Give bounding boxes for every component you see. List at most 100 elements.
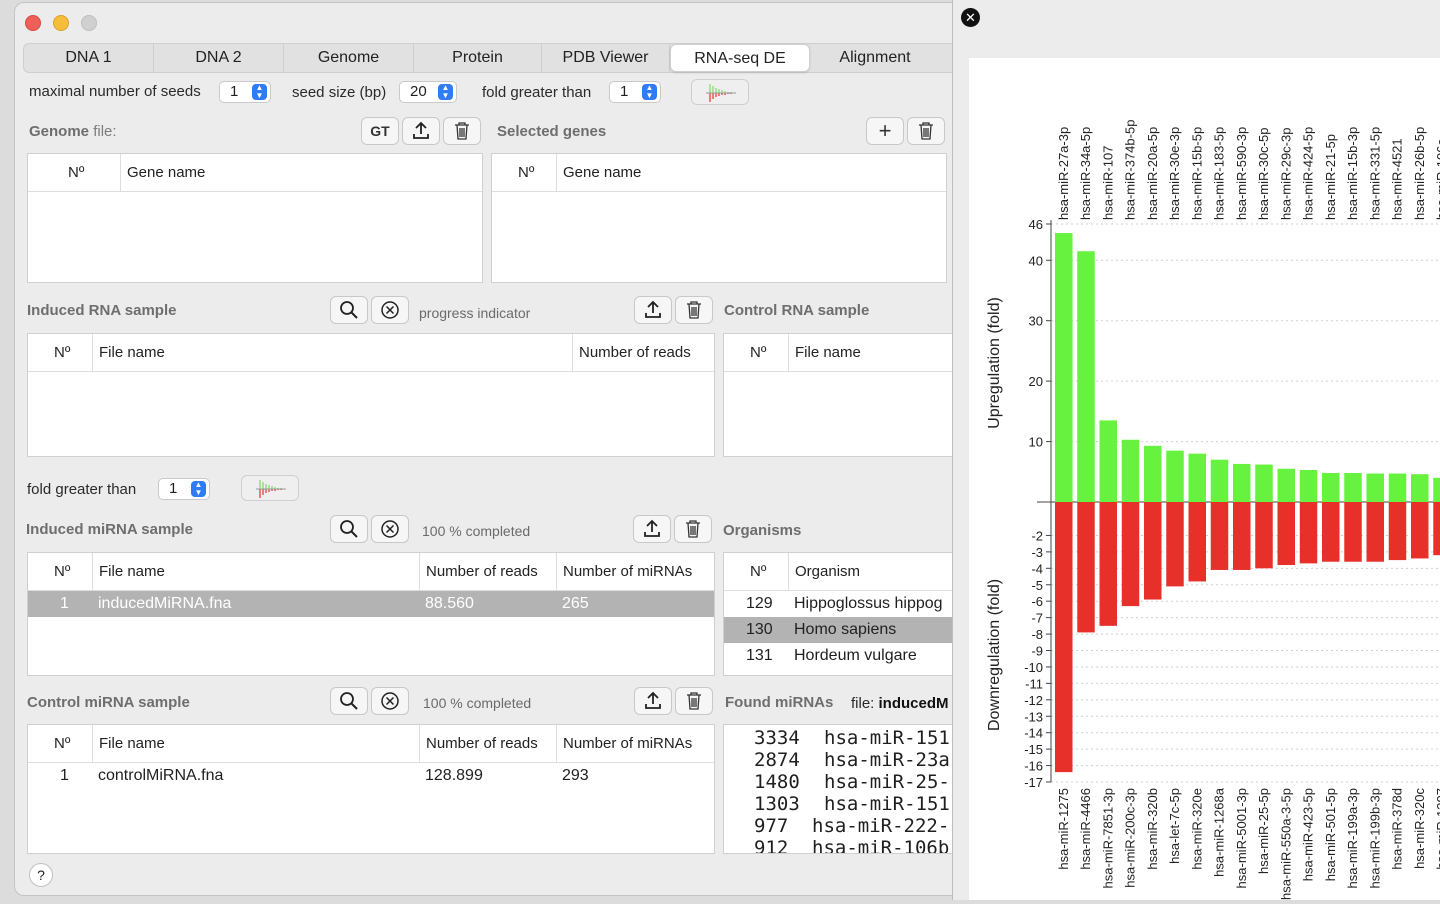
mirna-count: 3334 xyxy=(754,727,800,749)
y-tick-label: -16 xyxy=(1024,759,1043,774)
tab-protein[interactable]: Protein xyxy=(414,44,542,72)
induced-rna-upload-button[interactable] xyxy=(634,296,672,324)
induced-mirna-upload-button[interactable] xyxy=(633,515,671,543)
induced-mirna-col-reads[interactable]: Number of reads xyxy=(419,553,538,591)
induced-rna-cancel-button[interactable] xyxy=(371,296,409,324)
table-row[interactable]: 1 inducedMiRNA.fna 88.560 265 xyxy=(28,591,714,617)
stepper-arrows-icon[interactable]: ▲ ▼ xyxy=(642,84,657,100)
genome-delete-button[interactable] xyxy=(443,117,481,145)
genome-col-num[interactable]: Nº xyxy=(68,164,85,181)
x-tick-label: hsa-miR-21-5p xyxy=(1323,134,1338,220)
stepper-arrows-icon[interactable]: ▲ ▼ xyxy=(438,84,453,100)
gt-button[interactable]: GT xyxy=(361,117,399,145)
tab-dna1[interactable]: DNA 1 xyxy=(24,44,154,72)
induced-mirna-col-num[interactable]: Nº xyxy=(54,563,71,580)
close-panel-button[interactable]: ✕ xyxy=(961,8,980,27)
x-tick-label: hsa-miR-199a-3p xyxy=(1345,788,1360,888)
y-tick-label: 30 xyxy=(1029,314,1043,329)
organisms-table: Nº Organism 129 Hippoglossus hippog 130 … xyxy=(723,552,973,676)
table-row[interactable]: 130 Homo sapiens xyxy=(724,617,972,643)
x-tick-label: hsa-miR-30e-3p xyxy=(1167,127,1182,220)
search-icon xyxy=(340,692,358,710)
x-tick-label: hsa-miR-1307 xyxy=(1434,788,1440,870)
genome-col-gene[interactable]: Gene name xyxy=(120,154,205,192)
y-tick-label: -15 xyxy=(1024,742,1043,757)
stepper-arrows-icon[interactable]: ▲ ▼ xyxy=(191,481,206,497)
fold-label: fold greater than xyxy=(482,84,592,101)
induced-mirna-col-file[interactable]: File name xyxy=(92,553,165,591)
genome-section-title: Genome file: xyxy=(29,123,117,140)
down-bar xyxy=(1233,502,1251,570)
selected-genes-delete-button[interactable] xyxy=(907,117,945,145)
close-window-button[interactable] xyxy=(25,15,41,31)
minimize-window-button[interactable] xyxy=(53,15,69,31)
tab-dna2[interactable]: DNA 2 xyxy=(154,44,284,72)
induced-rna-search-button[interactable] xyxy=(330,296,368,324)
y-tick-label: -17 xyxy=(1024,775,1043,790)
max-seeds-stepper[interactable]: 1 ▲ ▼ xyxy=(219,81,271,103)
fold2-stepper[interactable]: 1 ▲ ▼ xyxy=(158,478,210,500)
control-mirna-upload-button[interactable] xyxy=(634,687,672,715)
control-mirna-table: Nº File name Number of reads Number of m… xyxy=(27,724,715,854)
genome-upload-button[interactable] xyxy=(402,117,440,145)
organisms-col-org[interactable]: Organism xyxy=(788,553,860,591)
cancel-circle-icon xyxy=(381,520,399,538)
x-tick-label: hsa-miR-183-5p xyxy=(1212,127,1227,220)
help-button[interactable]: ? xyxy=(29,863,53,887)
control-mirna-search-button[interactable] xyxy=(330,687,368,715)
control-mirna-col-mirnas[interactable]: Number of miRNAs xyxy=(556,725,692,763)
x-tick-label: hsa-miR-4466 xyxy=(1078,788,1093,870)
table-row[interactable]: 129 Hippoglossus hippog xyxy=(724,591,972,617)
tab-alignment[interactable]: Alignment xyxy=(839,49,911,66)
selected-col-gene[interactable]: Gene name xyxy=(556,154,641,192)
row-reads: 88.560 xyxy=(425,595,474,612)
tab-pdb-viewer[interactable]: PDB Viewer xyxy=(542,44,670,72)
fold2-value: 1 xyxy=(169,480,178,497)
control-rna-table: Nº File name xyxy=(723,333,973,457)
induced-mirna-search-button[interactable] xyxy=(330,515,368,543)
induced-rna-col-num[interactable]: Nº xyxy=(54,344,71,361)
induced-rna-delete-button[interactable] xyxy=(675,296,713,324)
seed-size-stepper[interactable]: 20 ▲ ▼ xyxy=(399,81,457,103)
table-row[interactable]: 1 controlMiRNA.fna 128.899 293 xyxy=(28,763,714,789)
induced-rna-col-reads[interactable]: Number of reads xyxy=(572,334,691,372)
plus-icon: + xyxy=(878,118,892,143)
up-bar xyxy=(1144,445,1162,502)
control-mirna-col-file[interactable]: File name xyxy=(92,725,165,763)
add-gene-button[interactable]: + xyxy=(866,117,904,145)
x-tick-label: hsa-miR-199b-3p xyxy=(1367,788,1382,888)
y-axis-title-up: Upregulation (fold) xyxy=(986,297,1003,429)
y-tick-label: 10 xyxy=(1029,435,1043,450)
chart-toggle-button-2[interactable] xyxy=(241,475,299,501)
induced-mirna-delete-button[interactable] xyxy=(674,515,712,543)
selected-col-num[interactable]: Nº xyxy=(518,164,535,181)
stepper-arrows-icon[interactable]: ▲ ▼ xyxy=(252,84,267,100)
up-bar xyxy=(1166,450,1184,502)
control-rna-col-num[interactable]: Nº xyxy=(750,344,767,361)
table-row[interactable]: 131 Hordeum vulgare xyxy=(724,643,972,669)
control-mirna-delete-button[interactable] xyxy=(675,687,713,715)
tab-rnaseq-de[interactable]: RNA-seq DE xyxy=(670,44,810,72)
control-mirna-cancel-button[interactable] xyxy=(371,687,409,715)
chart-toggle-button[interactable] xyxy=(691,79,749,105)
found-mirnas-list[interactable]: 3334 hsa-miR-151 2874 hsa-miR-23a 1480 h… xyxy=(723,724,973,854)
tab-genome[interactable]: Genome xyxy=(284,44,414,72)
induced-mirna-col-mirnas[interactable]: Number of miRNAs xyxy=(556,553,692,591)
x-tick-label: hsa-miR-30c-5p xyxy=(1256,128,1271,220)
up-bar xyxy=(1322,472,1340,502)
induced-rna-col-file[interactable]: File name xyxy=(92,334,165,372)
organisms-col-num[interactable]: Nº xyxy=(750,563,767,580)
x-tick-label: hsa-miR-590-3p xyxy=(1234,127,1249,220)
induced-mirna-cancel-button[interactable] xyxy=(371,515,409,543)
control-mirna-col-num[interactable]: Nº xyxy=(54,735,71,752)
x-tick-label: hsa-miR-5001-3p xyxy=(1234,788,1249,888)
down-bar xyxy=(1210,502,1229,570)
zoom-window-button[interactable] xyxy=(81,15,97,31)
control-rna-col-file[interactable]: File name xyxy=(788,334,861,372)
chart-panel: ✕ 10 20 30 40 46 -2 -3 -4 -5 -6 -7 -8 -9 -10 -11 -12 -13… xyxy=(952,0,1440,900)
fold-stepper[interactable]: 1 ▲ ▼ xyxy=(609,81,661,103)
mirna-name: hsa-miR-23a xyxy=(824,749,950,771)
upload-icon xyxy=(644,519,660,537)
control-mirna-col-reads[interactable]: Number of reads xyxy=(419,725,538,763)
up-bar xyxy=(1411,474,1429,502)
